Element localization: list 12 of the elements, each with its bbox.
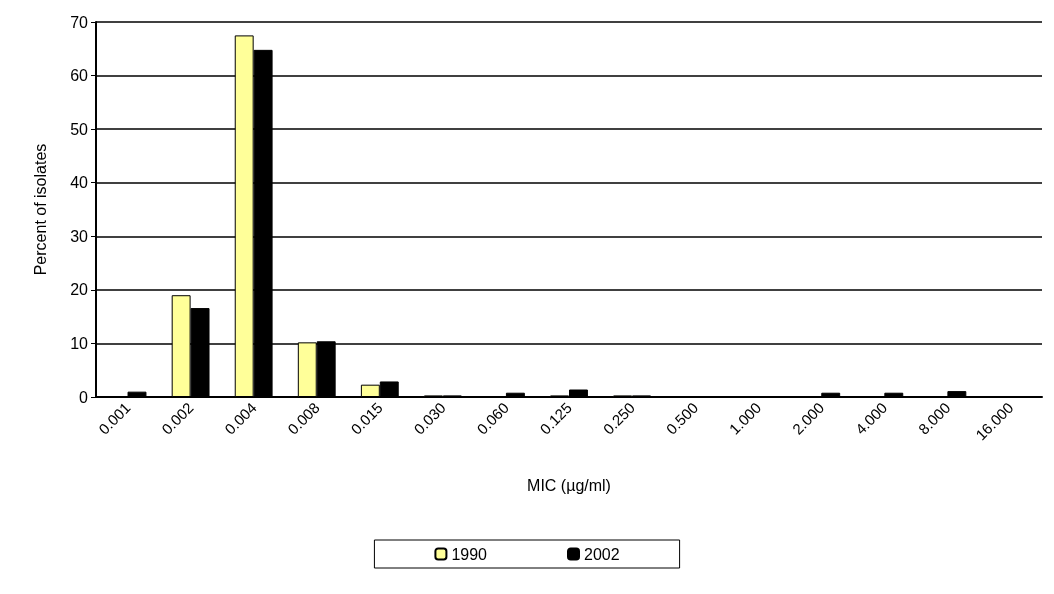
y-axis-title: Percent of isolates — [31, 143, 49, 276]
x-axis-title: MIC (µg/ml) — [527, 476, 611, 494]
y-tick-label: 60 — [70, 67, 89, 85]
y-tick-label: 40 — [70, 174, 89, 192]
y-tick-label: 70 — [70, 13, 89, 31]
y-tick-label: 20 — [70, 281, 89, 299]
y-tick-label: 30 — [70, 227, 89, 245]
y-tick-label: 10 — [70, 334, 89, 352]
y-tick-label: 50 — [70, 120, 89, 138]
legend-label: 2002 — [584, 545, 620, 563]
y-tick-label: 0 — [79, 388, 89, 406]
legend-label: 1990 — [451, 545, 488, 563]
